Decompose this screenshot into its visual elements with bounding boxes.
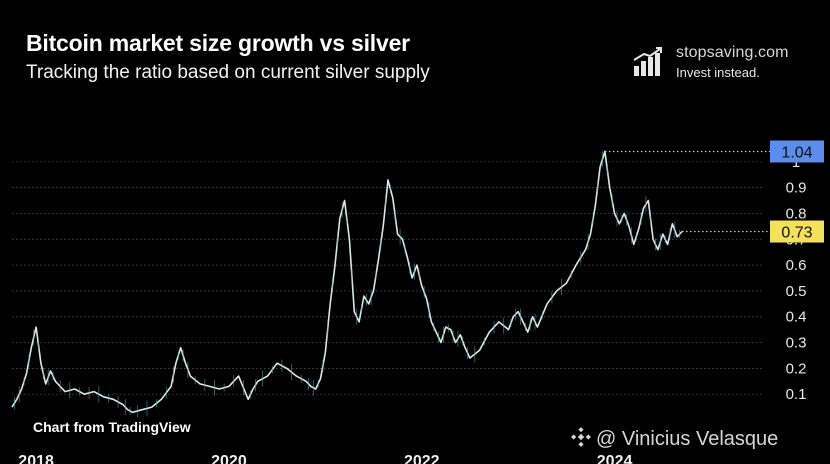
x-tick-label: 2018 [18, 453, 54, 464]
series-line [11, 150, 683, 414]
annotation-box [770, 140, 824, 163]
series-line-accent [14, 151, 680, 417]
brand-tagline: Invest instead. [676, 65, 760, 80]
binance-logo-icon [571, 427, 591, 447]
x-tick-label: 2020 [211, 453, 247, 464]
y-tick-label: 0.1 [786, 386, 807, 403]
y-axis-ticks: 0.10.20.30.40.50.60.70.80.91 [786, 154, 807, 403]
chart-subtitle: Tracking the ratio based on current silv… [26, 62, 430, 83]
x-tick-label: 2024 [597, 453, 633, 464]
y-tick-label: 0.8 [786, 205, 807, 222]
value-annotations: 1.04 0.73 [770, 140, 824, 243]
annotation-box [770, 220, 824, 243]
watermark-text: @ Vinicius Velasque [596, 428, 779, 450]
x-axis-ticks: 2018 2020 2022 2024 [18, 453, 632, 464]
y-tick-label: 0.9 [786, 180, 807, 197]
watermark: @ Vinicius Velasque [570, 426, 778, 451]
y-tick-label: 0.5 [786, 283, 807, 300]
x-tick-label: 2022 [404, 453, 440, 464]
bar-chart-growth-icon [633, 47, 662, 76]
annotation-label: 1.04 [781, 144, 812, 161]
grid-lines [12, 161, 764, 395]
y-tick-label: 0.2 [786, 360, 807, 377]
brand-logo: stopsaving.com Invest instead. [632, 44, 822, 84]
annotation-label: 0.73 [781, 225, 812, 242]
marker-lines [604, 150, 770, 233]
brand-name: stopsaving.com [676, 44, 789, 61]
chart-credit: Chart from TradingView [33, 419, 191, 435]
y-tick-label: 0.3 [786, 335, 807, 352]
y-tick-label: 0.6 [786, 257, 807, 274]
chart-title: Bitcoin market size growth vs silver [26, 30, 410, 56]
y-tick-label: 0.4 [786, 309, 807, 326]
